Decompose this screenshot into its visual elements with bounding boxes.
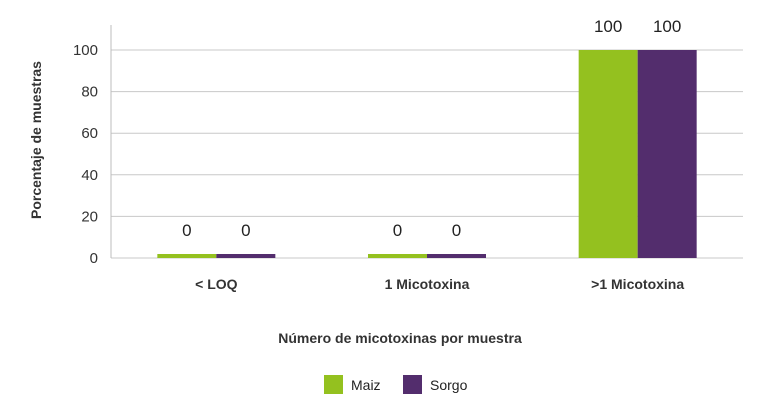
data-labels: 0 0 0 0 100 100 bbox=[182, 17, 681, 240]
legend-swatch-sorgo bbox=[403, 375, 422, 394]
y-tick-label: 80 bbox=[81, 84, 98, 101]
x-tick-label: >1 Micotoxina bbox=[591, 276, 684, 292]
y-tick-label: 20 bbox=[81, 208, 98, 225]
y-tick-label: 0 bbox=[90, 250, 98, 267]
bar-sorgo-3 bbox=[637, 50, 697, 258]
bar-sorgo-1 bbox=[216, 254, 276, 258]
y-axis-title: Porcentaje de muestras bbox=[28, 61, 44, 219]
data-label: 100 bbox=[653, 17, 681, 36]
bar-maiz-3 bbox=[578, 50, 638, 258]
bar-sorgo-2 bbox=[427, 254, 486, 258]
legend-label-sorgo: Sorgo bbox=[430, 377, 468, 393]
legend-label-maiz: Maiz bbox=[351, 377, 381, 393]
y-tick-label: 60 bbox=[81, 125, 98, 142]
x-tick-labels: < LOQ 1 Micotoxina >1 Micotoxina bbox=[195, 276, 684, 292]
data-label: 0 bbox=[452, 221, 461, 240]
bar-maiz-2 bbox=[368, 254, 427, 258]
bar-maiz-1 bbox=[157, 254, 217, 258]
x-tick-label: < LOQ bbox=[195, 276, 238, 292]
data-label: 0 bbox=[241, 221, 250, 240]
y-tick-label: 100 bbox=[73, 42, 98, 59]
y-tick-labels: 0 20 40 60 80 100 bbox=[73, 42, 98, 267]
data-label: 0 bbox=[182, 221, 191, 240]
y-tick-label: 40 bbox=[81, 167, 98, 184]
x-tick-label: 1 Micotoxina bbox=[385, 276, 470, 292]
bars bbox=[157, 50, 697, 258]
data-label: 100 bbox=[594, 17, 622, 36]
data-label: 0 bbox=[393, 221, 402, 240]
legend: Maiz Sorgo bbox=[324, 375, 468, 394]
x-axis-title: Número de micotoxinas por muestra bbox=[278, 330, 522, 346]
legend-swatch-maiz bbox=[324, 375, 343, 394]
